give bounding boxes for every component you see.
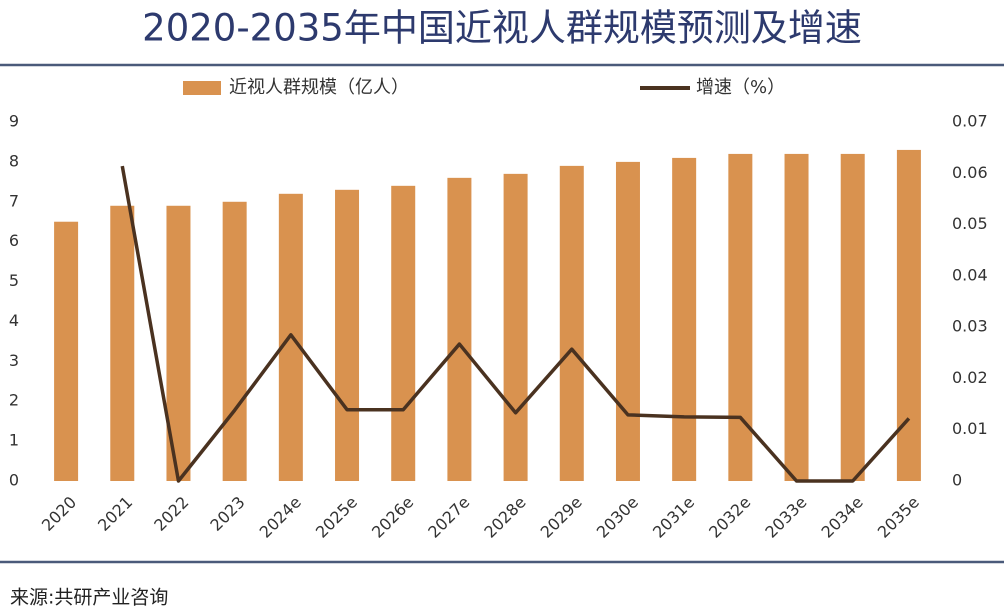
x-tick-label: 2028e: [480, 493, 529, 542]
bar: [54, 221, 79, 481]
bar: [222, 201, 247, 481]
y-tick-label: 6: [9, 231, 19, 250]
x-tick-label: 2020: [38, 493, 80, 535]
x-tick-label: 2025e: [312, 493, 361, 542]
x-tick-label: 2029e: [537, 493, 586, 542]
chart-title: 2020-2035年中国近视人群规模预测及增速: [142, 7, 862, 50]
bar: [728, 153, 753, 481]
x-tick-label: 2022: [150, 493, 192, 535]
bar: [447, 177, 472, 481]
bar: [110, 205, 135, 481]
y2-tick-label: 0.05: [952, 214, 988, 233]
x-tick-label: 2035e: [874, 493, 923, 542]
y-tick-label: 9: [9, 112, 19, 131]
legend-label: 近视人群规模（亿人）: [229, 77, 409, 98]
legend-label: 增速（%）: [696, 77, 785, 98]
y-tick-label: 1: [9, 431, 19, 450]
bar: [335, 189, 360, 482]
bar: [896, 149, 921, 481]
bar: [615, 161, 640, 481]
y-tick-label: 0: [9, 471, 19, 490]
x-tick-label: 2026e: [368, 493, 417, 542]
y-tick-label: 2: [9, 391, 19, 410]
x-tick-label: 2030e: [593, 493, 642, 542]
y2-tick-label: 0.03: [952, 317, 988, 336]
x-tick-label: 2024e: [256, 493, 305, 542]
bar: [503, 173, 528, 481]
bar: [391, 185, 416, 482]
y2-tick-label: 0.07: [952, 112, 988, 131]
bar: [784, 153, 809, 481]
y2-tick-label: 0.06: [952, 163, 988, 182]
y-tick-label: 4: [9, 311, 19, 330]
y2-tick-label: 0.01: [952, 419, 988, 438]
y-tick-label: 3: [9, 351, 19, 370]
x-tick-label: 2032e: [705, 493, 754, 542]
x-tick-label: 2034e: [818, 493, 867, 542]
x-tick-label: 2027e: [424, 493, 473, 542]
bar: [559, 165, 584, 481]
y2-tick-label: 0: [952, 471, 962, 490]
x-tick-label: 2031e: [649, 493, 698, 542]
x-tick-label: 2033e: [761, 493, 810, 542]
y2-tick-label: 0.02: [952, 368, 988, 387]
y-tick-label: 8: [9, 151, 19, 170]
y2-tick-label: 0.04: [952, 265, 988, 284]
y-tick-label: 7: [9, 191, 19, 210]
line: [120, 165, 911, 483]
legend-swatch: [183, 81, 221, 95]
x-tick-label: 2023: [206, 493, 248, 535]
bar: [672, 157, 697, 481]
x-tick-label: 2021: [94, 493, 136, 535]
bar: [840, 153, 865, 481]
source: 来源:共研产业咨询: [10, 587, 168, 609]
y-tick-label: 5: [9, 271, 19, 290]
